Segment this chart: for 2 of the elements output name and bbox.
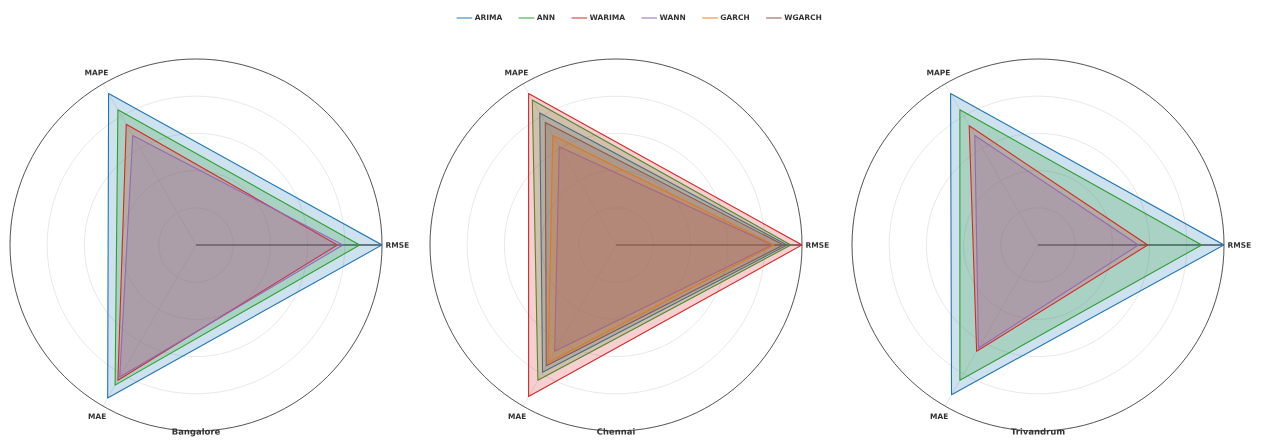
text: Trivandrum bbox=[1010, 428, 1065, 435]
text: Bangalore bbox=[172, 428, 220, 437]
